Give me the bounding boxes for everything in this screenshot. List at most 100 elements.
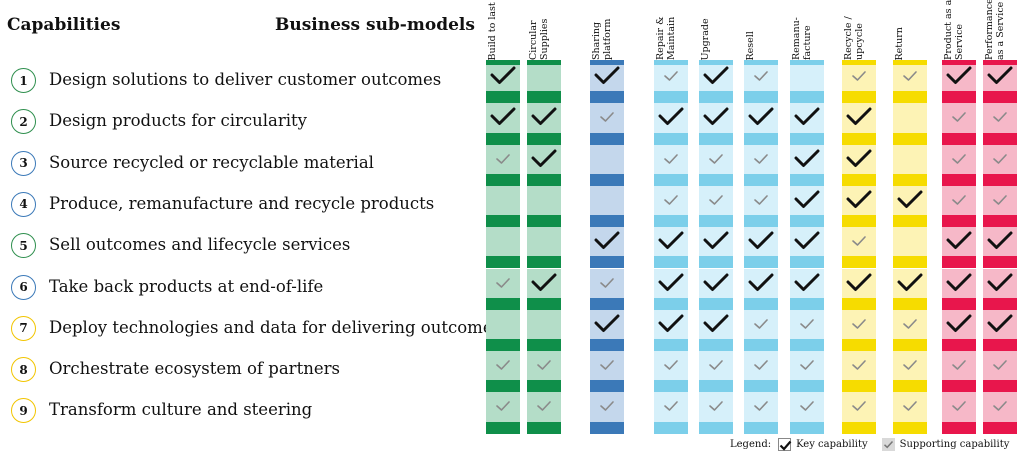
cell-stripe (699, 421, 733, 434)
supporting-check-icon (754, 195, 768, 205)
matrix-cell (654, 227, 688, 269)
matrix-cell (942, 144, 976, 186)
cell-stripe (790, 339, 824, 352)
cell-stripe (893, 256, 927, 269)
matrix-cell (893, 144, 927, 186)
cell-stripe (654, 339, 688, 352)
key-check-icon (703, 273, 729, 291)
cell-stripe (893, 215, 927, 228)
matrix-cell (842, 144, 876, 186)
cell-stripe (893, 91, 927, 104)
supporting-check-icon (754, 318, 768, 329)
key-check-icon (946, 314, 972, 332)
matrix-cell (842, 62, 876, 104)
key-check-icon (658, 273, 684, 291)
capability-label: Deploy technologies and data for deliver… (49, 317, 502, 337)
matrix-cell (654, 309, 688, 352)
cell-stripe (590, 173, 624, 186)
cell-stripe (654, 297, 688, 310)
matrix-cell (983, 144, 1017, 186)
supporting-check-icon (754, 401, 768, 412)
matrix-cell (744, 268, 778, 310)
legend-key-label: Key capability (796, 439, 868, 450)
cell-stripe (942, 91, 976, 104)
capability-label: Design products for circularity (49, 111, 308, 131)
sub-model-name: Upgrade (700, 17, 711, 60)
matrix-cell (744, 144, 778, 186)
key-check-icon (846, 107, 872, 126)
supporting-check-icon (496, 401, 510, 412)
column-top-band (942, 60, 976, 65)
supporting-check-icon (709, 401, 723, 412)
key-check-icon (846, 149, 872, 167)
sub-model-name: Recycle / upcycle (843, 16, 865, 60)
matrix-cell (486, 392, 520, 434)
supporting-check-icon (600, 401, 614, 412)
cell-stripe (893, 132, 927, 145)
matrix-cell (790, 351, 824, 393)
cell-stripe (983, 215, 1017, 228)
key-check-icon (490, 107, 516, 126)
matrix-cell (486, 268, 520, 310)
matrix-cell (983, 268, 1017, 310)
sub-model-column-header: Remanu- facture (791, 0, 826, 62)
capability-row: 7 Deploy technologies and data for delive… (0, 308, 501, 350)
matrix-cell (744, 62, 778, 104)
sub-model-column-header: Recycle / upcycle (843, 0, 878, 62)
cell-stripe (654, 91, 688, 104)
cell-stripe (654, 215, 688, 228)
matrix-cell (654, 62, 688, 104)
cell-stripe (790, 91, 824, 104)
supporting-check-icon (664, 401, 678, 412)
matrix-cell (527, 392, 561, 434)
matrix-cell (590, 62, 624, 104)
key-check-icon (594, 66, 620, 84)
supporting-check-icon (800, 401, 814, 412)
sub-model-name: Repair & Maintain (655, 16, 677, 60)
matrix-cell (842, 351, 876, 393)
cell-stripe (893, 380, 927, 393)
matrix-cell (527, 185, 561, 228)
matrix-cell (983, 392, 1017, 434)
capability-row: 9 Transform culture and steering (0, 390, 480, 432)
sub-model-column-header: Circular Supplies (528, 0, 563, 62)
supporting-check-icon (852, 360, 866, 370)
sub-model-column-header: Resell (745, 0, 780, 62)
key-check-icon (794, 190, 820, 208)
cell-stripe (486, 421, 520, 434)
matrix-cell (486, 309, 520, 352)
key-check-icon (794, 149, 820, 167)
matrix-cell (744, 309, 778, 352)
key-check-icon (594, 231, 620, 250)
sub-model-column-header: Build to last (487, 0, 522, 62)
cell-stripe (699, 297, 733, 310)
capability-number-badge: 9 (11, 398, 36, 424)
cell-stripe (744, 421, 778, 434)
cell-stripe (590, 215, 624, 228)
matrix-cell (744, 103, 778, 145)
cell-stripe (744, 91, 778, 104)
matrix-cell (983, 227, 1017, 269)
supporting-check-icon (664, 153, 678, 164)
column-top-band (527, 60, 561, 65)
sub-model-name: Build to last (487, 1, 498, 60)
cell-stripe (590, 256, 624, 269)
matrix-cell (699, 392, 733, 434)
cell-stripe (842, 173, 876, 186)
cell-stripe (590, 132, 624, 145)
matrix-cell (790, 103, 824, 145)
matrix-cell (842, 185, 876, 228)
column-top-band (699, 60, 733, 65)
cell-stripe (893, 421, 927, 434)
key-check-icon (794, 273, 820, 291)
capability-number-badge: 8 (11, 357, 36, 383)
supporting-check-icon (993, 153, 1007, 164)
matrix-cell (486, 185, 520, 228)
matrix-cell (942, 351, 976, 393)
matrix-cell (842, 392, 876, 434)
key-check-icon (897, 190, 923, 208)
supporting-check-icon (952, 360, 966, 370)
matrix-cell (942, 185, 976, 228)
capability-label: Produce, remanufacture and recycle produ… (49, 193, 435, 213)
supporting-check-icon (952, 195, 966, 205)
